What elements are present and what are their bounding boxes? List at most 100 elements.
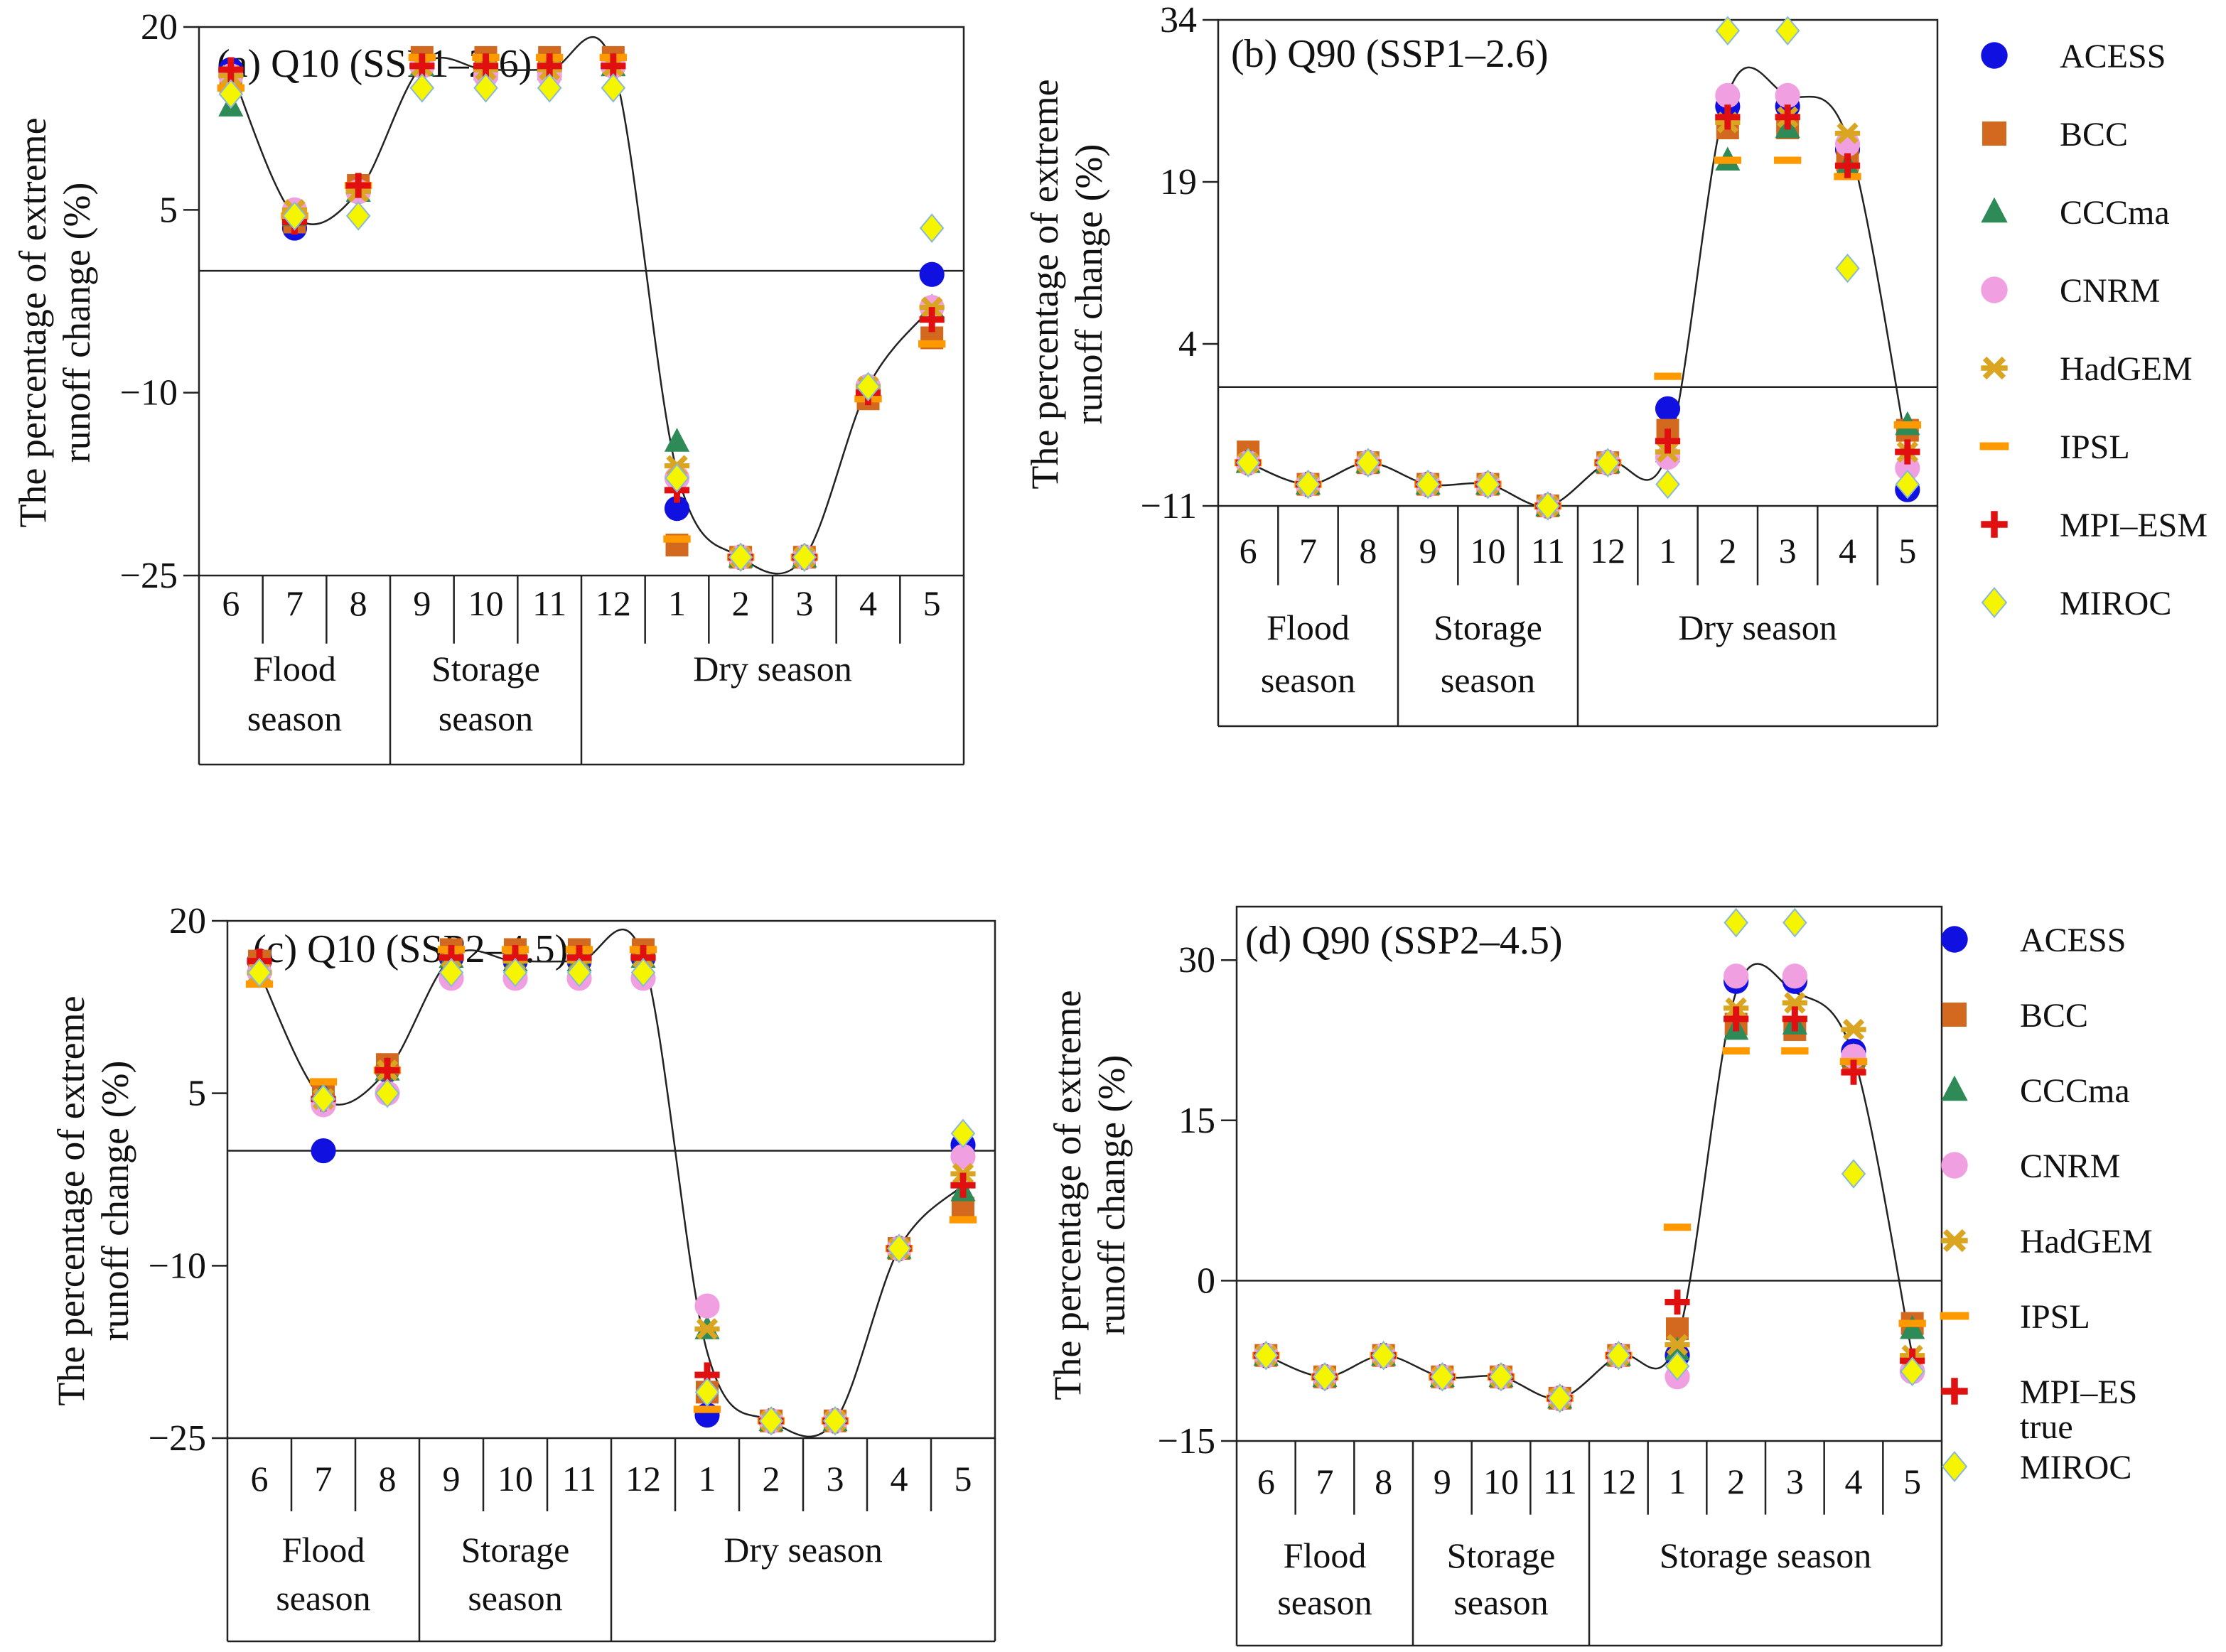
data-point-acess [1655,396,1681,421]
season-label: season [1453,1582,1548,1622]
legend-label: BCC [2020,997,2088,1035]
y-axis-label: The percentage of extreme [11,117,54,527]
month-label: 9 [1419,531,1437,571]
legend-marker-cnrm [1981,276,2008,303]
month-label: 3 [1779,531,1797,571]
legend-top: ACESS BCC CCCma CNRM HadGEM IPSL MPI–ESM MIROC [1979,38,2208,622]
y-tick-label: −11 [1141,486,1197,527]
data-point-ipsl [918,340,946,348]
season-label: Flood [282,1530,365,1570]
y-tick-label: −25 [120,556,178,596]
month-label: 8 [1359,531,1377,571]
month-label: 11 [1531,531,1565,571]
data-point-cnrm [1782,963,1807,989]
data-point-miroc [311,1084,336,1114]
legend-marker-mpiesm [1981,511,2008,538]
legend-marker-ipsl [1940,1312,1969,1320]
data-point-hadgem [1841,1018,1866,1041]
data-point-ipsl [949,1216,977,1224]
data-point-miroc [1415,469,1441,500]
data-point-miroc [665,463,689,493]
data-point-mpiesm [1665,1289,1690,1315]
data-point-mpiesm [1895,439,1920,465]
data-point-miroc [1430,1361,1455,1392]
month-label: 7 [1316,1462,1334,1501]
data-point-ipsl [1663,1224,1692,1231]
data-point-mpiesm [1655,428,1681,454]
data-point-mpiesm [1724,1006,1749,1032]
month-label: 10 [1470,531,1506,571]
data-point-cnrm [1724,963,1749,989]
data-point-miroc [728,542,753,573]
month-label: 6 [251,1459,269,1499]
month-label: 2 [732,583,750,623]
month-label: 12 [1601,1462,1636,1501]
month-label: 5 [1898,531,1916,571]
data-point-miroc [1665,1351,1690,1381]
season-label: Dry season [1678,608,1837,647]
y-tick-label: 5 [188,1074,206,1114]
chart-title: (b) Q90 (SSP1–2.6) [1231,32,1548,76]
y-tick-label: 20 [169,901,206,941]
data-point-mpiesm [218,57,244,82]
data-point-cnrm [1775,82,1800,108]
data-point-miroc [439,958,464,988]
month-label: 2 [1727,1462,1745,1501]
season-label: season [1277,1582,1372,1622]
data-point-cccma [664,428,690,452]
data-point-miroc [247,958,272,988]
legend-label: CCCma [2020,1072,2130,1110]
legend-label: CCCma [2060,194,2170,232]
legend-label: CNRM [2020,1148,2120,1185]
legend-marker-acess [1981,42,2008,69]
month-label: 9 [413,583,431,623]
data-point-hadgem [1665,1334,1690,1356]
season-label: Flood [253,649,336,689]
month-label: 5 [955,1459,972,1499]
month-label: 11 [1543,1462,1577,1501]
data-point-mpiesm [1775,104,1800,130]
month-label: 7 [315,1459,333,1499]
month-label: 4 [859,583,877,623]
month-label: 5 [1903,1462,1921,1501]
season-label: Storage [1434,608,1542,647]
data-point-miroc [1535,491,1561,521]
data-point-ipsl [309,1078,338,1086]
legend-marker-miroc [1941,1451,1968,1482]
data-point-ipsl [1781,1047,1809,1055]
data-point-miroc [630,958,656,988]
plot-frame [1235,905,1943,1442]
data-point-miroc [1254,1340,1279,1371]
legend-marker-hadgem [1941,1229,1968,1253]
data-point-miroc [822,1405,848,1436]
data-point-miroc [601,73,626,103]
month-label: 5 [923,583,941,623]
month-label: 2 [1719,531,1736,571]
data-point-miroc [1488,1361,1514,1392]
legend-label-wrap: true [2020,1408,2073,1446]
plot-frame [198,26,965,577]
season-label: Flood [1284,1535,1367,1575]
month-label: 6 [222,583,240,623]
data-point-ipsl [693,1405,721,1413]
data-point-miroc [1783,907,1807,938]
y-tick-label: 34 [1160,0,1197,41]
season-label: Storage [431,649,540,689]
legend-label: IPSL [2020,1298,2090,1336]
data-point-miroc [345,201,371,231]
legend-marker-cccma [1981,197,2008,223]
legend-label: MPI–ES [2020,1373,2137,1411]
y-tick-label: −15 [1158,1421,1215,1462]
season-label: Dry season [693,649,852,689]
season-label: Storage [1447,1535,1556,1575]
y-axis-label: The percentage of extreme [1046,990,1089,1400]
month-label: 11 [532,583,566,623]
data-point-miroc [1235,448,1261,477]
month-label: 11 [562,1459,596,1499]
month-label: 8 [379,1459,397,1499]
trend-curve [230,36,933,575]
month-label: 12 [625,1459,661,1499]
data-point-mpiesm [1715,104,1741,130]
data-point-miroc [1547,1383,1572,1413]
